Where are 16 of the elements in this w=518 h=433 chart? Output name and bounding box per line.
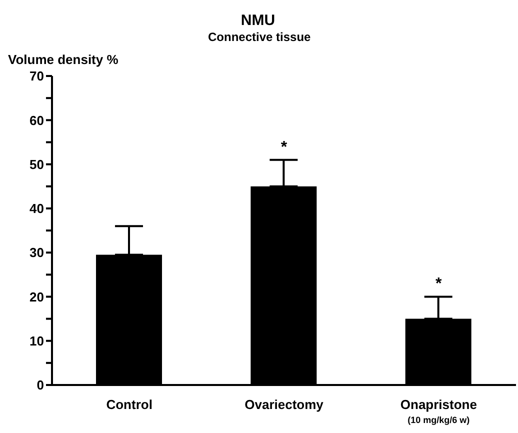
y-axis-title: Volume density % bbox=[8, 52, 118, 67]
annotation: * bbox=[436, 276, 443, 293]
x-tick-label: Onapristone (10 mg/kg/6 w) bbox=[400, 397, 477, 425]
y-tick-label: 70 bbox=[30, 68, 44, 84]
y-tick-label: 30 bbox=[30, 245, 44, 260]
y-tick-label: 40 bbox=[30, 201, 44, 216]
y-tick-label: 0 bbox=[36, 378, 44, 393]
chart-subtitle: Connective tissue bbox=[208, 30, 311, 44]
x-tick-label: Ovariectomy bbox=[244, 397, 324, 412]
y-tick-label: 10 bbox=[30, 333, 44, 348]
y-tick-label: 20 bbox=[30, 289, 44, 304]
y-tick-label: 60 bbox=[30, 112, 44, 128]
x-tick-label: Control bbox=[106, 397, 152, 412]
y-tick-label: 50 bbox=[30, 156, 44, 172]
annotation: * bbox=[280, 138, 288, 156]
chart-title: NMU bbox=[240, 12, 276, 29]
